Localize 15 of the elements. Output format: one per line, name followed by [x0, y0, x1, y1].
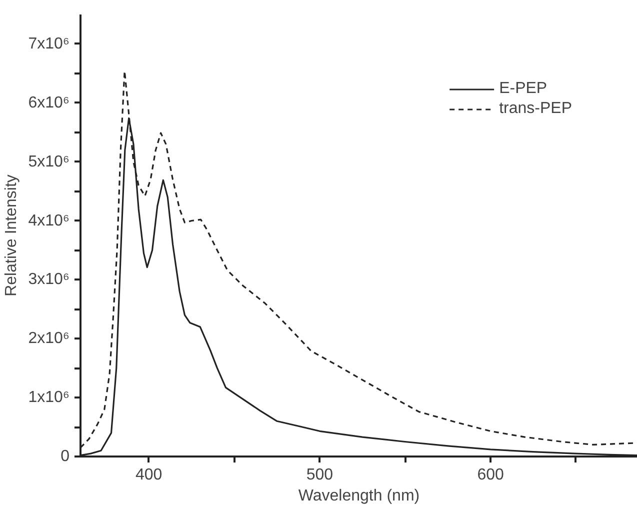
legend-label: E-PEP: [499, 80, 548, 98]
y-tick-label: 6x10⁶: [28, 94, 70, 112]
y-tick-label: 7x10⁶: [28, 35, 70, 52]
y-tick-label: 5x10⁶: [28, 153, 70, 170]
x-tick-label: 600: [477, 466, 504, 484]
y-tick-label: 2x10⁶: [28, 330, 70, 348]
y-axis-title: Relative Intensity: [3, 174, 20, 296]
y-tick-label: 0: [60, 448, 70, 465]
y-tick-label: 3x10⁶: [28, 271, 70, 288]
x-tick-label: 400: [135, 466, 162, 484]
x-tick-label: 500: [306, 466, 334, 484]
y-tick-label: 1x10⁶: [28, 389, 70, 406]
y-tick-label: 4x10⁶: [28, 212, 70, 230]
legend-label: trans-PEP: [499, 100, 572, 118]
x-axis-title: Wavelength (nm): [298, 488, 420, 504]
